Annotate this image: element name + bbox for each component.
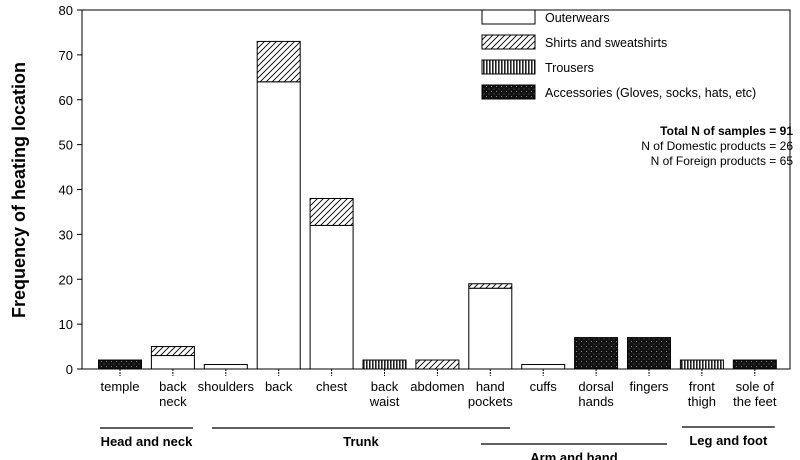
- bar-segment-dark-dotted: [627, 337, 671, 370]
- legend-swatch-dark-dotted: [481, 84, 536, 100]
- legend-swatch-diagonal-hatch: [481, 34, 536, 50]
- x-tick-label: back: [371, 379, 399, 394]
- y-tick-label: 0: [66, 362, 73, 377]
- annotations: Total N of samples = 91N of Domestic pro…: [641, 124, 793, 168]
- x-tick-label: fingers: [629, 379, 669, 394]
- x-tick-label: back: [265, 379, 293, 394]
- x-tick-label: chest: [316, 379, 347, 394]
- legend: Outerwears Shirts and sweatshirts Trousers…: [481, 9, 756, 100]
- group-label: Trunk: [343, 434, 379, 449]
- bar-segment-dark-dotted: [574, 337, 619, 370]
- bar-segment-diagonal-hatch: [309, 197, 354, 226]
- annotation: N of Foreign products = 65: [651, 154, 794, 168]
- x-tick-label: dorsal: [578, 379, 614, 394]
- legend-swatch-open: [481, 9, 536, 25]
- bar-segment-diagonal-hatch: [150, 346, 195, 357]
- bar-segment-diagonal-hatch: [415, 359, 460, 370]
- y-tick-label: 80: [59, 3, 73, 18]
- bar-segment-open: [150, 355, 195, 370]
- y-tick-label: 50: [59, 138, 73, 153]
- group-label: Leg and foot: [689, 433, 768, 448]
- group-label: Head and neck: [101, 434, 194, 449]
- group-label: Arm and hand: [530, 450, 617, 460]
- bar-segment-vertical-lines: [679, 359, 724, 370]
- x-tick-label: front: [689, 379, 715, 394]
- bar-segment-vertical-lines: [362, 359, 407, 370]
- x-tick-label: the feet: [733, 394, 777, 409]
- bar-segment-dark-dotted: [732, 359, 777, 370]
- x-tick-label: sole of: [736, 379, 775, 394]
- legend-label: Outerwears: [545, 11, 610, 25]
- y-tick-label: 30: [59, 227, 73, 242]
- annotation: N of Domestic products = 26: [641, 139, 793, 153]
- x-tick-label: neck: [159, 394, 187, 409]
- y-tick-label: 60: [59, 93, 73, 108]
- legend-swatch-vertical-lines: [481, 59, 536, 75]
- bar-segment-open: [521, 364, 566, 370]
- x-tick-label: temple: [100, 379, 139, 394]
- y-tick-label: 20: [59, 272, 73, 287]
- legend-label: Shirts and sweatshirts: [545, 36, 667, 50]
- x-tick-label: thigh: [688, 394, 716, 409]
- x-tick-label: abdomen: [410, 379, 464, 394]
- y-tick-label: 10: [59, 317, 73, 332]
- legend-label: Accessories (Gloves, socks, hats, etc): [545, 86, 756, 100]
- bar-segment-open: [468, 287, 513, 370]
- x-tick-label: waist: [369, 394, 400, 409]
- x-tick-label: shoulders: [198, 379, 255, 394]
- x-tick-label: back: [159, 379, 187, 394]
- bar-segment-open: [203, 364, 248, 370]
- x-tick-label: hands: [578, 394, 614, 409]
- y-tick-label: 70: [59, 48, 73, 63]
- bar-segment-open: [309, 224, 354, 370]
- x-tick-label: cuffs: [530, 379, 558, 394]
- y-tick-label: 40: [59, 183, 73, 198]
- legend-label: Trousers: [545, 61, 594, 75]
- x-tick-label: hand: [476, 379, 505, 394]
- y-axis-title: Frequency of heating location: [9, 62, 29, 318]
- bar-segment-diagonal-hatch: [468, 283, 513, 289]
- bar-segment-diagonal-hatch: [256, 40, 301, 83]
- plot-frame: [81, 9, 791, 370]
- annotation: Total N of samples = 91: [660, 124, 793, 138]
- bar-segment-open: [256, 81, 301, 370]
- x-tick-label: pockets: [468, 394, 513, 409]
- bar-segment-dark-dotted: [98, 359, 142, 370]
